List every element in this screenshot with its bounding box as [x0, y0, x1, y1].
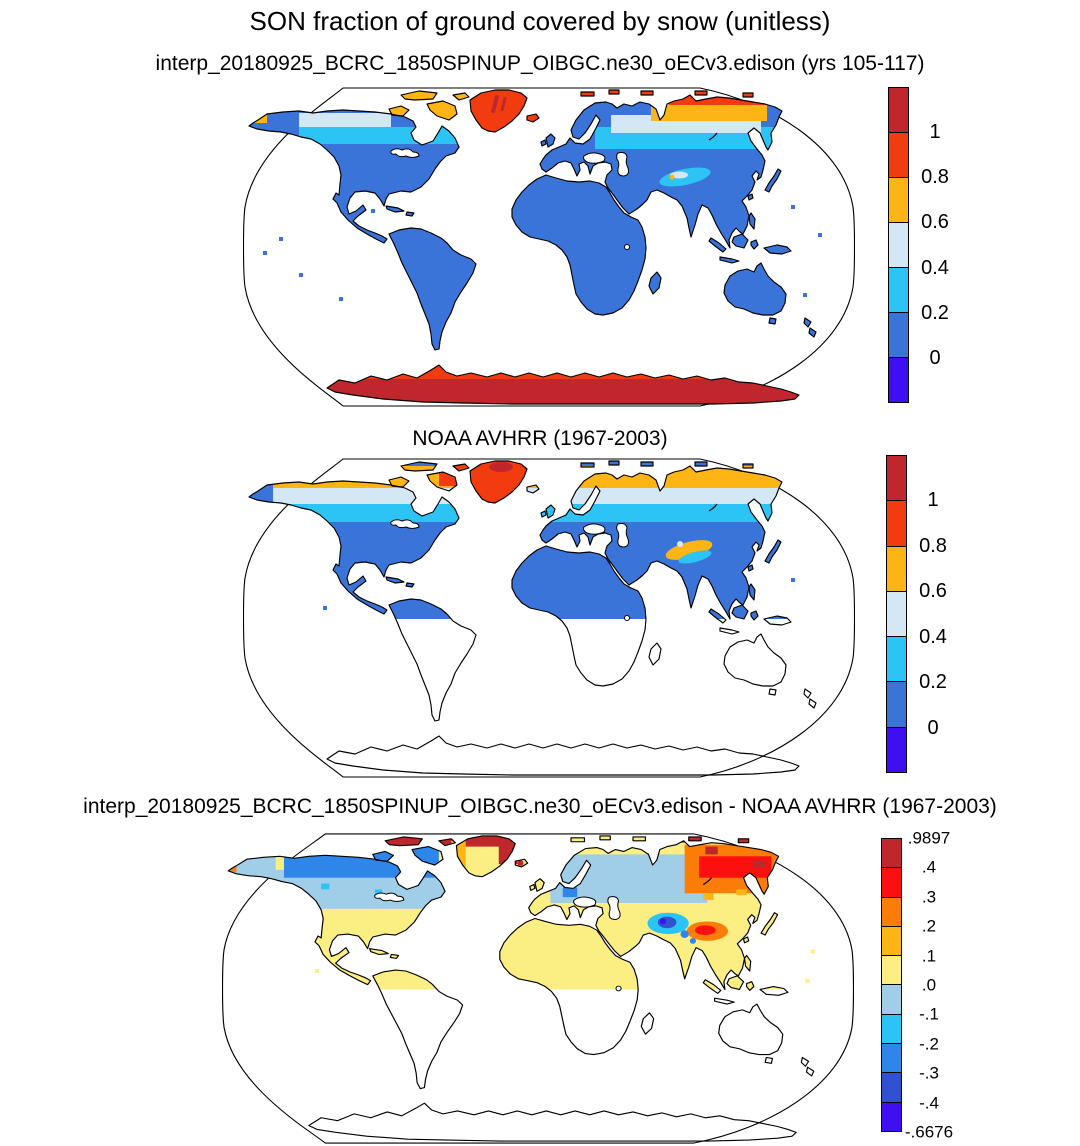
- colorbar-model: 1 0.8 0.6 0.4 0.2 0: [888, 87, 949, 403]
- colorbar-tick-label: 1: [927, 489, 939, 512]
- colorbar-segment: [887, 591, 906, 638]
- lakes-seas: [390, 132, 718, 250]
- colorbar-tick-label: .1: [921, 946, 937, 966]
- colorbar-segment: [889, 268, 908, 313]
- colorbar-tick-label: .9897: [907, 828, 951, 848]
- colorbar-obs: 1 0.8 0.6 0.4 0.2 0: [886, 455, 947, 773]
- colorbar-segment: [882, 985, 901, 1015]
- colorbar-segment: [889, 313, 908, 358]
- colorbar-segment: [882, 1102, 901, 1131]
- colorbar-tick-label: 0: [927, 716, 939, 739]
- lakes-seas: [374, 877, 712, 992]
- colorbar-tick-label: 0.2: [919, 671, 947, 694]
- colorbar-segment: [887, 682, 906, 728]
- colorbar-segment: [887, 546, 906, 592]
- colorbar-segment: [882, 1044, 901, 1074]
- colorbar-diff: .9897 .4 .3 .2 .1 .0 -.1 -.2 -.3 -.4 -.6676: [881, 830, 953, 1141]
- colorbar-tick-label: 0.8: [921, 166, 949, 189]
- colorbar-segment: [882, 839, 901, 869]
- colorbar-tick-label: 0.6: [921, 211, 949, 234]
- colorbar-tick-label: .3: [921, 887, 937, 907]
- colorbar-bar: [886, 455, 907, 773]
- colorbar-segment: [889, 133, 908, 178]
- colorbar-segment: [887, 727, 906, 772]
- colorbar-segment: [882, 868, 901, 898]
- world-map-obs: [243, 458, 855, 778]
- colorbar-tick-label: -.1: [919, 1004, 939, 1024]
- panel-title-obs: NOAA AVHRR (1967-2003): [412, 427, 668, 450]
- colorbar-segment: [887, 501, 906, 547]
- colorbar-segment: [887, 637, 906, 683]
- colorbar-segment: [882, 956, 901, 986]
- colorbar-segment: [889, 88, 908, 133]
- figure-title: SON fraction of ground covered by snow (…: [249, 6, 831, 36]
- sea-ice-specks: [263, 205, 822, 301]
- sea-ice-specks: [323, 578, 795, 610]
- lakes-seas: [390, 503, 718, 621]
- colorbar-tick-label: 0.2: [921, 301, 949, 324]
- world-map-model: [243, 87, 855, 407]
- colorbar-segment: [889, 178, 908, 223]
- colorbar-tick-label: 0: [929, 346, 941, 369]
- colorbar-segment: [882, 1014, 901, 1045]
- panel-title-diff: interp_20180925_BCRC_1850SPINUP_OIBGC.ne…: [83, 795, 997, 818]
- colorbar-tick-label: 0.6: [919, 580, 947, 603]
- world-map-diff: [222, 833, 854, 1144]
- colorbar-tick-label: -.2: [919, 1034, 939, 1054]
- colorbar-segment: [887, 456, 906, 502]
- colorbar-tick-label: .2: [921, 916, 937, 936]
- colorbar-tick-label: 0.8: [919, 534, 947, 557]
- colorbar-bar: [888, 87, 909, 403]
- colorbar-tick-label: -.4: [919, 1093, 939, 1113]
- ocean-specks: [314, 949, 815, 983]
- colorbar-tick-label: 1: [929, 121, 941, 144]
- colorbar-tick-label: .4: [921, 857, 937, 877]
- colorbar-segment: [889, 358, 908, 402]
- colorbar-tick-label: -.3: [919, 1063, 939, 1083]
- colorbar-bar: [881, 838, 902, 1132]
- colorbar-segment: [882, 926, 901, 957]
- colorbar-tick-label: 0.4: [919, 625, 947, 648]
- colorbar-tick-label: -.6676: [904, 1122, 954, 1142]
- colorbar-tick-label: .0: [921, 975, 937, 995]
- colorbar-tick-label: 0.4: [921, 256, 949, 279]
- colorbar-segment: [882, 897, 901, 927]
- colorbar-segment: [882, 1073, 901, 1103]
- panel-title-model: interp_20180925_BCRC_1850SPINUP_OIBGC.ne…: [155, 52, 925, 75]
- colorbar-segment: [889, 223, 908, 268]
